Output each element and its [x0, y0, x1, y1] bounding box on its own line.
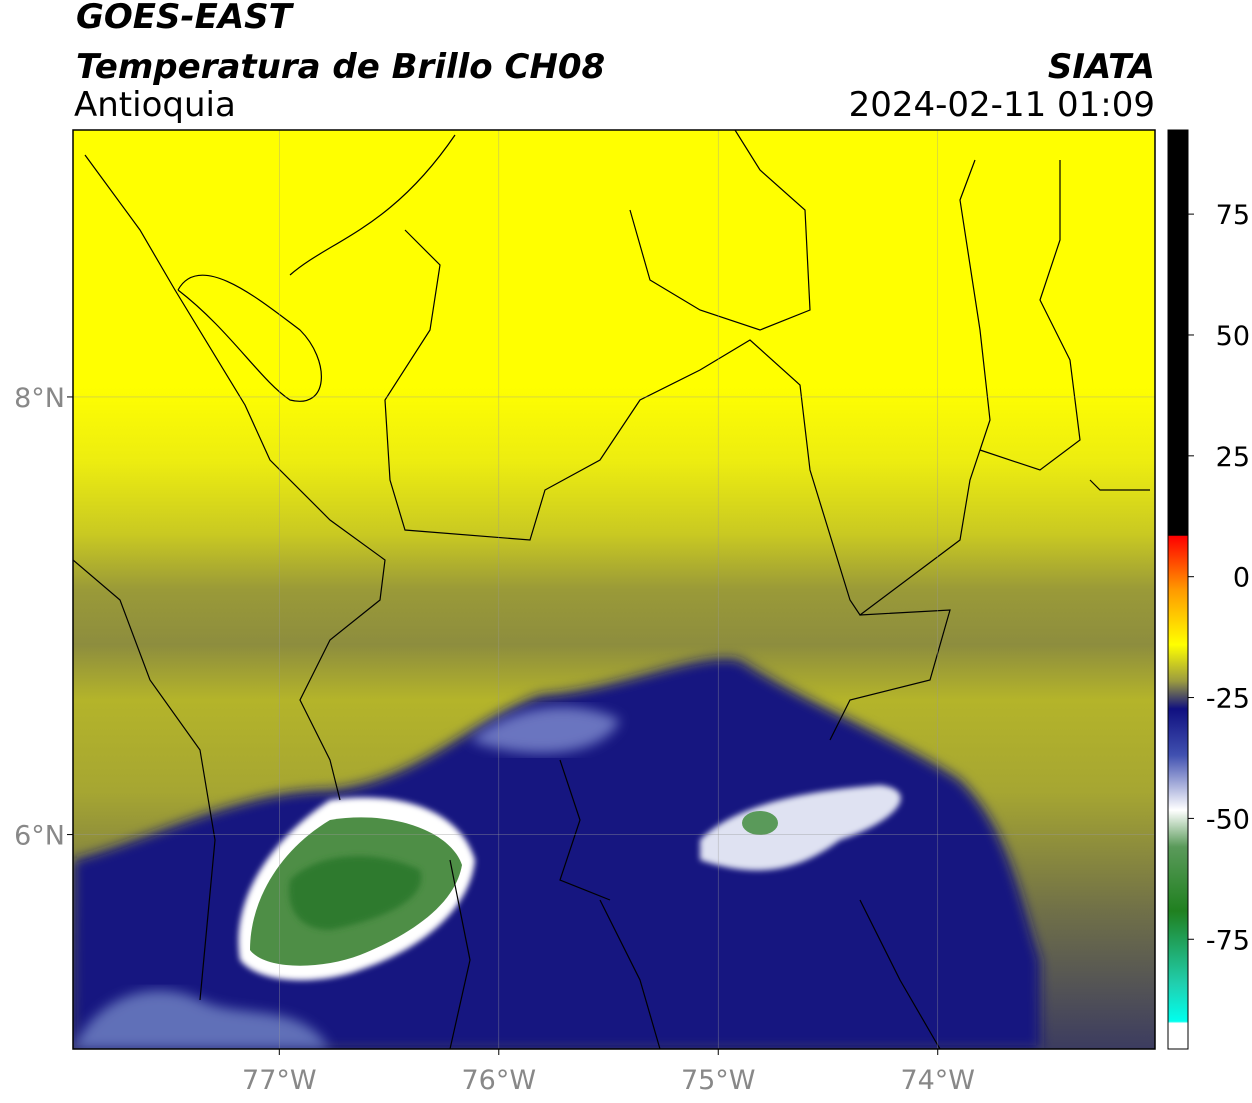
colorbar-tick-label: 25 — [1216, 442, 1250, 473]
grid — [73, 130, 1155, 1049]
map-image — [73, 130, 1155, 1049]
colorbar-tick-label: -50 — [1206, 804, 1250, 835]
colorbar-tick-label: 50 — [1216, 321, 1250, 352]
x-tick-label: 75°W — [681, 1065, 756, 1096]
datetime: 2024-02-11 01:09 — [849, 85, 1155, 125]
title: GOES-EAST — [76, 0, 295, 37]
x-tick-label: 77°W — [242, 1065, 317, 1096]
x-tick-label: 74°W — [900, 1065, 975, 1096]
colorbar-tick-label: 0 — [1233, 563, 1250, 594]
y-tick-label: 8°N — [14, 383, 65, 414]
colorbar-tick-label: -75 — [1206, 925, 1250, 956]
colorbar — [1167, 129, 1189, 1050]
x-tick-label: 76°W — [461, 1065, 536, 1096]
colorbar-tick-label: 75 — [1216, 200, 1250, 231]
colorbar-tick-label: -25 — [1206, 684, 1250, 715]
map-frame — [72, 129, 1156, 1050]
source: SIATA — [1048, 47, 1155, 87]
region: Antioquia — [74, 85, 236, 125]
y-tick-label: 6°N — [14, 821, 65, 852]
subtitle: Temperatura de Brillo CH08 — [76, 47, 605, 87]
